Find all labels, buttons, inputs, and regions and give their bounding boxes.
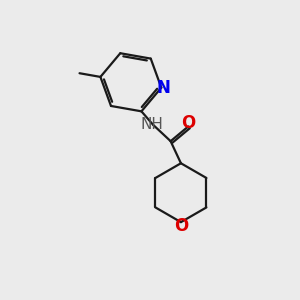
- Text: O: O: [181, 114, 195, 132]
- Text: N: N: [157, 79, 171, 97]
- Text: NH: NH: [140, 117, 163, 132]
- Text: O: O: [174, 217, 188, 235]
